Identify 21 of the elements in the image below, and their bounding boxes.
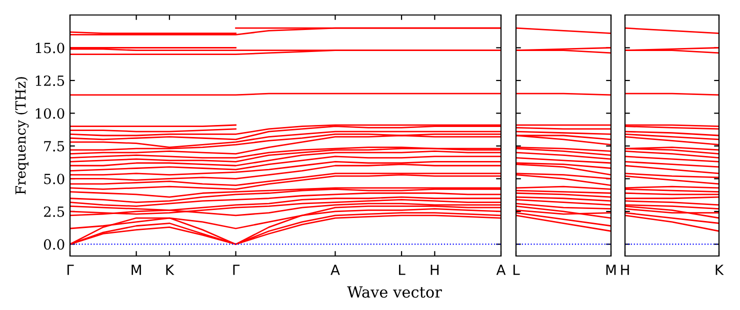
x-tick-label: L (513, 264, 520, 275)
x-tick-label: A (496, 264, 506, 275)
x-tick-label: Γ (233, 264, 240, 275)
x-tick-label: M (132, 264, 141, 275)
y-axis-title: Frequency (THz) (15, 77, 29, 194)
y-tick-label: 2.5 (44, 206, 64, 217)
y-tick-label: 7.5 (44, 141, 64, 152)
x-tick-label: H (430, 264, 439, 275)
x-tick-label: H (621, 264, 629, 275)
y-tick-label: 10.0 (36, 108, 64, 119)
x-tick-label: K (166, 264, 174, 275)
y-tick-label: 15.0 (36, 42, 64, 54)
y-tick-label: 5.0 (44, 174, 64, 184)
x-tick-label: K (716, 264, 724, 275)
x-tick-label: M (606, 264, 616, 275)
x-tick-label: L (399, 264, 406, 275)
x-tick-label: Γ (67, 264, 74, 275)
y-tick-label: 0.0 (44, 239, 64, 250)
y-tick-label: 12.5 (36, 75, 64, 86)
x-axis-title: Wave vector (347, 286, 442, 298)
x-tick-label: A (330, 264, 340, 275)
